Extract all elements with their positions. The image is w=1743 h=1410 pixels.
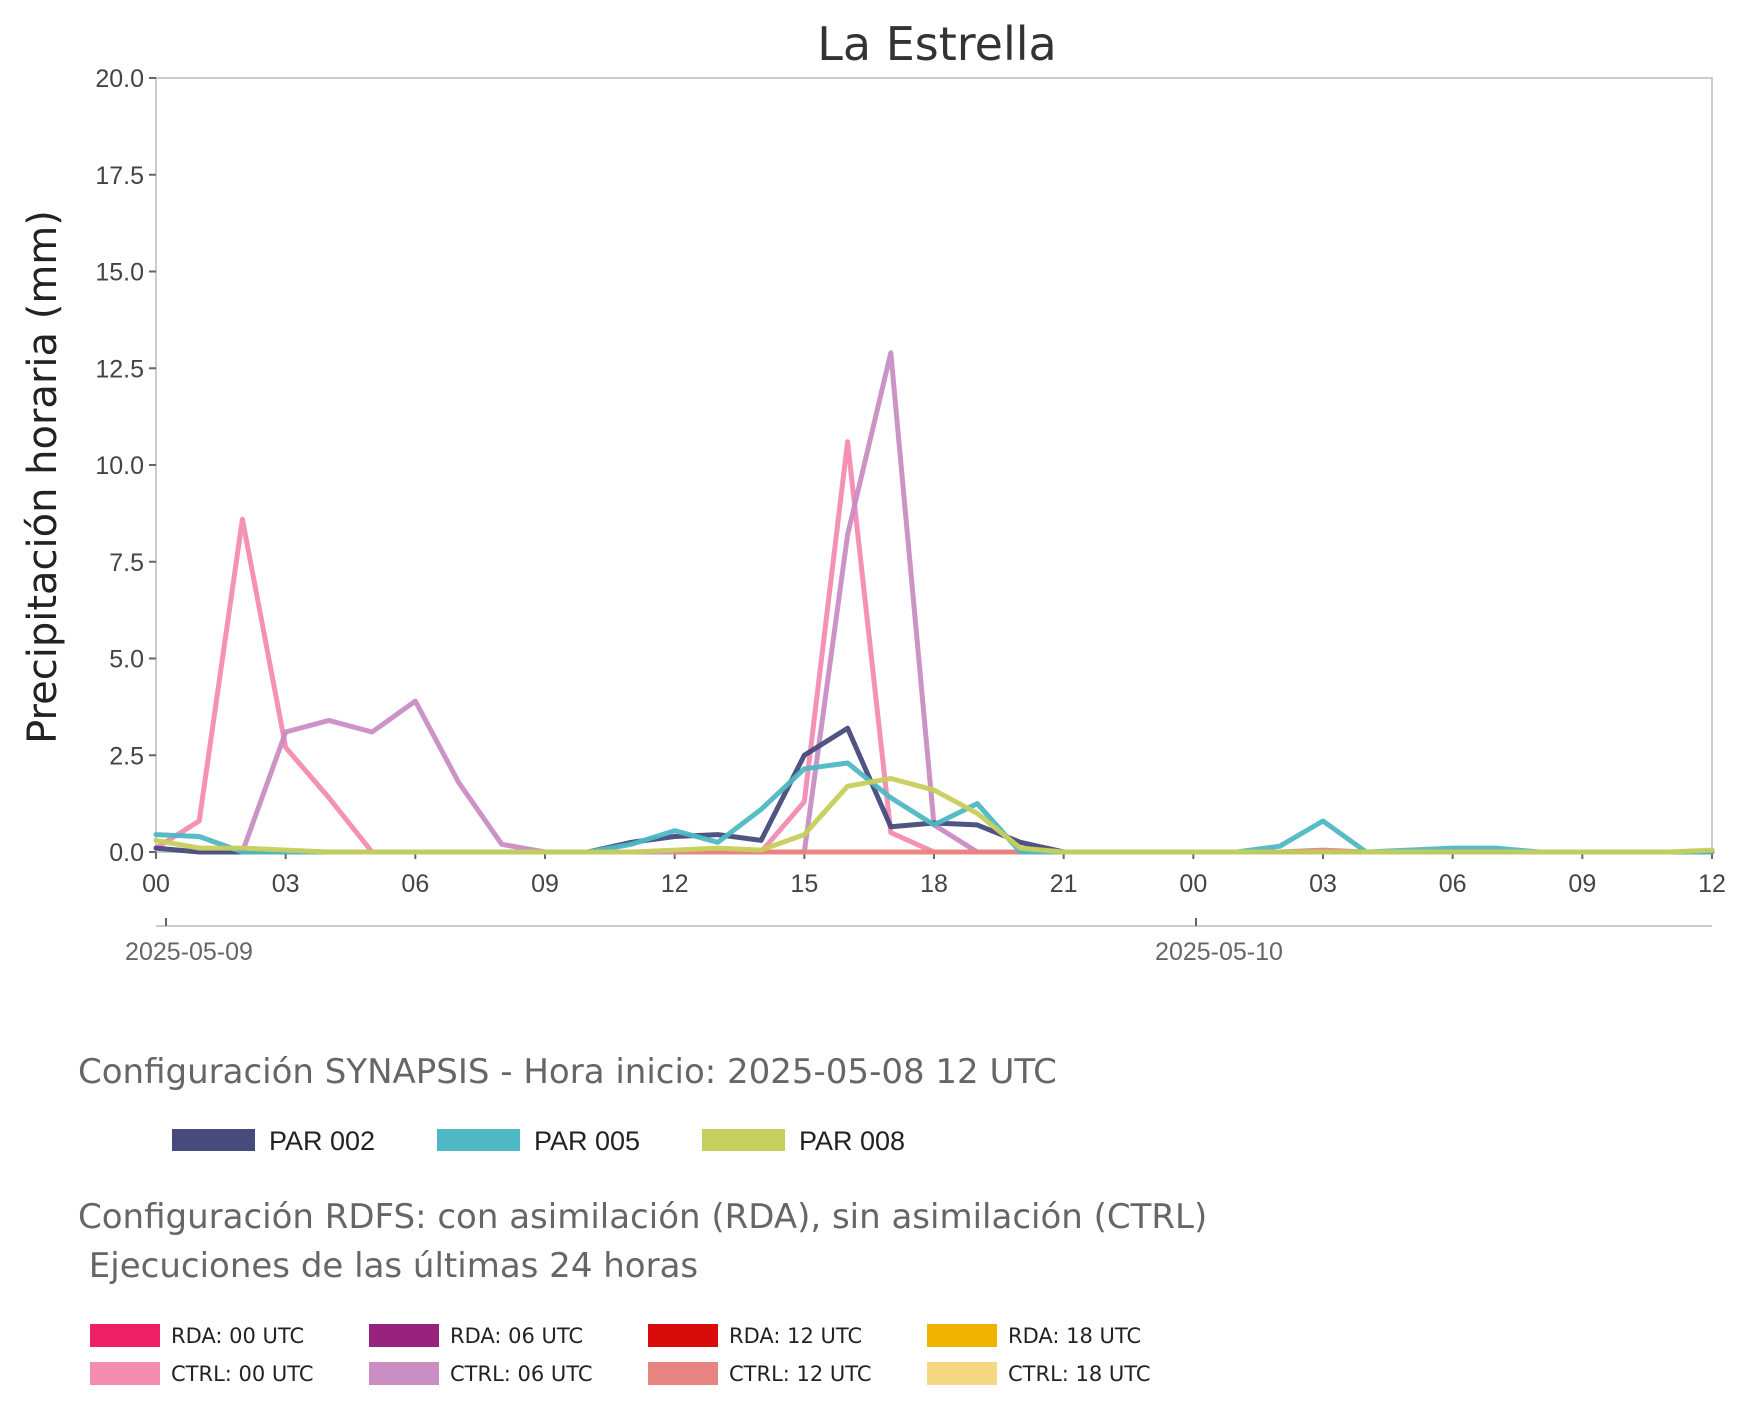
- legend-label: PAR 005: [534, 1126, 640, 1156]
- y-tick-label: 2.5: [109, 742, 144, 770]
- synapsis-legend-title: Configuración SYNAPSIS - Hora inicio: 20…: [78, 1052, 1057, 1092]
- legend-label: RDA: 06 UTC: [450, 1324, 583, 1348]
- rdfs-legend: RDA: 00 UTC CTRL: 00 UTC RDA: 06 UTC CTRL: …: [90, 1324, 1151, 1386]
- x-tick-label: 06: [401, 870, 429, 898]
- legend-label: PAR 008: [799, 1126, 905, 1156]
- y-axis-title: Precipitación horaria (mm): [20, 210, 66, 744]
- legend-swatch: [648, 1324, 718, 1347]
- legend-swatch: [927, 1362, 997, 1385]
- x-tick-label: 03: [1309, 870, 1337, 898]
- x-tick-label: 00: [1179, 870, 1207, 898]
- x-tick-label: 18: [920, 870, 948, 898]
- legend-label: PAR 002: [269, 1126, 375, 1156]
- rdfs-legend-subtitle: Ejecuciones de las últimas 24 horas: [78, 1246, 698, 1286]
- legend-label: CTRL: 06 UTC: [450, 1362, 593, 1386]
- x-tick-label: 06: [1439, 870, 1467, 898]
- x-axis-ticks: 00 03 06 09 12 15 18 21 00 03 06 09 12: [142, 852, 1726, 898]
- series-line: [239, 350, 1456, 855]
- y-tick-label: 5.0: [109, 646, 144, 674]
- legend-swatch: [369, 1362, 439, 1385]
- legend-swatch: [648, 1362, 718, 1385]
- series-lines: [153, 350, 1715, 855]
- rdfs-legend-title: Configuración RDFS: con asimilación (RDA…: [78, 1197, 1207, 1237]
- legend-label: RDA: 00 UTC: [171, 1324, 304, 1348]
- legend-label: CTRL: 00 UTC: [171, 1362, 314, 1386]
- date-label: 2025-05-10: [1155, 938, 1283, 966]
- series-line: [153, 439, 1196, 855]
- date-label: 2025-05-09: [125, 938, 253, 966]
- date-axis: 2025-05-09 2025-05-10: [125, 918, 1283, 966]
- y-tick-label: 10.0: [95, 452, 144, 480]
- legend-swatch: [437, 1129, 520, 1151]
- x-tick-label: 00: [142, 870, 170, 898]
- y-tick-label: 17.5: [95, 162, 144, 190]
- y-tick-label: 0.0: [109, 839, 144, 867]
- x-tick-label: 21: [1050, 870, 1078, 898]
- y-tick-label: 20.0: [95, 65, 144, 93]
- series-line: [153, 776, 1715, 855]
- legend-label: CTRL: 12 UTC: [729, 1362, 872, 1386]
- legend-swatch: [927, 1324, 997, 1347]
- legend-swatch: [90, 1324, 160, 1347]
- legend-label: CTRL: 18 UTC: [1008, 1362, 1151, 1386]
- x-tick-label: 15: [790, 870, 818, 898]
- x-tick-label: 09: [1568, 870, 1596, 898]
- legend-label: RDA: 18 UTC: [1008, 1324, 1141, 1348]
- chart-title: La Estrella: [817, 17, 1056, 71]
- y-tick-label: 12.5: [95, 355, 144, 383]
- x-tick-label: 09: [531, 870, 559, 898]
- plot-frame: [155, 77, 1713, 853]
- x-tick-label: 03: [272, 870, 300, 898]
- legend-swatch: [90, 1362, 160, 1385]
- legend-swatch: [172, 1129, 255, 1151]
- synapsis-legend: PAR 002 PAR 005 PAR 008: [172, 1126, 905, 1156]
- y-tick-label: 15.0: [95, 259, 144, 287]
- legend-label: RDA: 12 UTC: [729, 1324, 862, 1348]
- y-tick-label: 7.5: [109, 549, 144, 577]
- x-tick-label: 12: [1698, 870, 1726, 898]
- legend-swatch: [702, 1129, 785, 1151]
- legend-swatch: [369, 1324, 439, 1347]
- x-tick-label: 12: [661, 870, 689, 898]
- y-axis-ticks: 0.0 2.5 5.0 7.5 10.0 12.5 15.0 17.5 20.0: [95, 65, 156, 867]
